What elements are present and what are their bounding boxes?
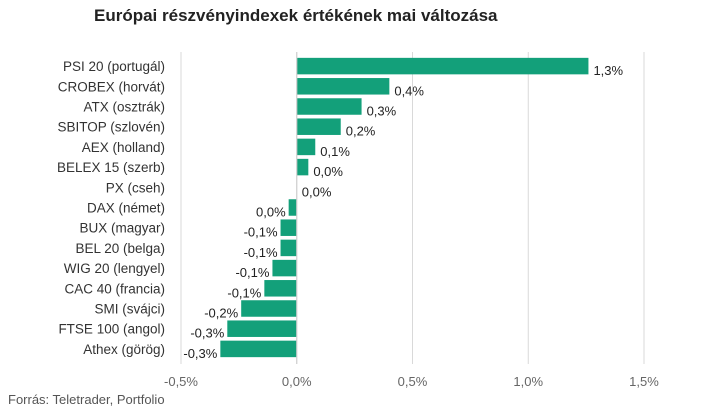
chart-title: Európai részvényindexek értékének mai vá… bbox=[94, 6, 498, 25]
value-label: -0,3% bbox=[183, 346, 217, 361]
bar bbox=[296, 98, 362, 115]
value-labels: 1,3% 0,4% 0,3% 0,2% 0,1% 0,0% 0,0% 0,0% -0,1% -0,… bbox=[183, 63, 623, 361]
grid-lines bbox=[180, 52, 645, 364]
x-tick-label: -0,5% bbox=[164, 374, 198, 389]
category-label: FTSE 100 (angol) bbox=[58, 322, 165, 337]
value-label: -0,3% bbox=[190, 326, 224, 341]
category-label: CROBEX (horvát) bbox=[58, 79, 165, 94]
category-label: PX (cseh) bbox=[106, 180, 165, 195]
x-tick-label: 1,5% bbox=[629, 374, 659, 389]
value-label: -0,1% bbox=[235, 265, 269, 280]
bar bbox=[288, 199, 297, 216]
x-tick-label: 0,5% bbox=[398, 374, 428, 389]
category-label: PSI 20 (portugál) bbox=[63, 59, 165, 74]
source-note: Forrás: Teletrader, Portfolio bbox=[8, 392, 165, 407]
bar bbox=[296, 118, 341, 135]
bar bbox=[227, 320, 297, 337]
bars bbox=[220, 57, 589, 358]
value-label: 0,2% bbox=[346, 124, 376, 139]
value-label: 0,1% bbox=[320, 144, 350, 159]
bar bbox=[264, 280, 297, 297]
bar bbox=[296, 57, 589, 75]
bar bbox=[296, 138, 316, 156]
x-axis-tick-labels: -0,5% 0,0% 0,5% 1,0% 1,5% bbox=[164, 374, 659, 389]
value-label: -0,1% bbox=[244, 245, 278, 260]
value-label: 0,4% bbox=[394, 83, 424, 98]
value-label: -0,1% bbox=[227, 285, 261, 300]
value-label: -0,1% bbox=[244, 225, 278, 240]
bar bbox=[241, 300, 297, 317]
value-label: 0,0% bbox=[313, 164, 343, 179]
category-label: BUX (magyar) bbox=[79, 221, 165, 236]
bar bbox=[280, 219, 297, 236]
category-label: AEX (holland) bbox=[82, 140, 165, 155]
bar bbox=[272, 259, 297, 277]
bar bbox=[220, 340, 297, 358]
bar bbox=[296, 78, 390, 95]
category-label: ATX (osztrák) bbox=[83, 100, 165, 115]
value-label: 0,3% bbox=[367, 104, 397, 119]
bar bbox=[296, 158, 309, 176]
value-label: 0,0% bbox=[256, 205, 286, 220]
category-label: Athex (görög) bbox=[83, 342, 165, 357]
category-label: SBITOP (szlovén) bbox=[57, 120, 165, 135]
value-label: -0,2% bbox=[204, 306, 238, 321]
category-label: CAC 40 (francia) bbox=[64, 281, 165, 296]
bar bbox=[280, 239, 297, 257]
value-label: 1,3% bbox=[593, 63, 623, 78]
category-label: SMI (svájci) bbox=[95, 302, 166, 317]
category-label: BEL 20 (belga) bbox=[75, 241, 165, 256]
category-label: BELEX 15 (szerb) bbox=[57, 160, 165, 175]
category-labels: PSI 20 (portugál) CROBEX (horvát) ATX (osz… bbox=[57, 59, 165, 357]
x-tick-label: 1,0% bbox=[513, 374, 543, 389]
value-label: 0,0% bbox=[302, 184, 332, 199]
category-label: WIG 20 (lengyel) bbox=[64, 261, 165, 276]
x-tick-label: 0,0% bbox=[282, 374, 312, 389]
category-label: DAX (német) bbox=[87, 201, 165, 216]
